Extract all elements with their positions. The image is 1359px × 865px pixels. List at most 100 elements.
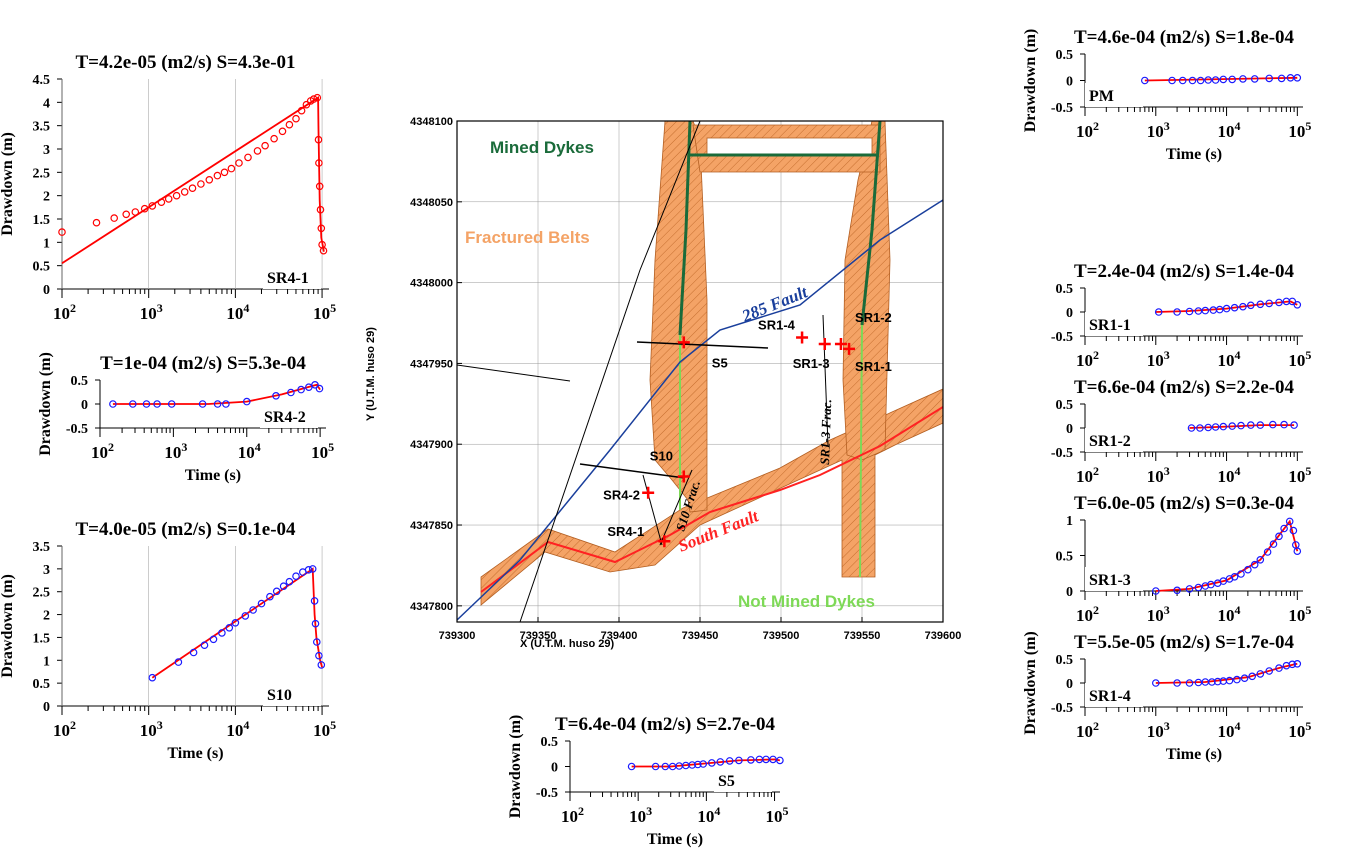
chart-xtick-label: 104 (697, 804, 720, 826)
chart-title: T=1e-04 (m2/s) S=5.3e-04 (100, 353, 306, 374)
chart-model-line (1144, 76, 1298, 82)
chart-ytick-label: -0.5 (1051, 701, 1073, 716)
chart-ytick-label: 1 (43, 654, 50, 669)
chart-xtick-label: 104 (226, 718, 249, 740)
chart-data-point (1248, 672, 1257, 681)
chart-ytick-label: 0 (1066, 306, 1073, 321)
chart-xtick-label: 103 (1147, 603, 1170, 625)
sr4-line (642, 474, 663, 546)
chart-ytick-label: 0.5 (1056, 398, 1074, 413)
chart-ytick-label: 0.5 (1056, 653, 1074, 668)
chart-data-point (142, 400, 151, 408)
chart-data-point (1256, 555, 1265, 564)
chart-data-point (1275, 664, 1283, 672)
well-marker-sr1-3 (818, 338, 831, 351)
fractured-belts-label: Fractured Belts (465, 228, 590, 247)
chart-data-point (707, 759, 716, 767)
chart-data-point (244, 153, 252, 162)
chart-data-point (1188, 76, 1197, 85)
chart-data-point (311, 380, 319, 389)
chart-well-label: SR4-2 (264, 409, 306, 426)
chart-data-point (167, 400, 176, 408)
chart-ytick-label: 0 (81, 398, 88, 413)
sr13-frac-line (822, 314, 829, 446)
chart-data-point (311, 619, 320, 628)
map-xtick-label: 739550 (844, 630, 881, 642)
chart-data-point (272, 391, 280, 400)
chart-xtick-label: 102 (91, 440, 114, 462)
chart-well-label: SR1-2 (1089, 433, 1131, 450)
chart-data-point (227, 164, 236, 173)
well-label-sr1-4: SR1-4 (758, 318, 796, 333)
chart-data-point (1204, 76, 1213, 84)
chart-ytick-label: 3 (43, 563, 50, 578)
chart-xtick-label: 103 (1147, 119, 1170, 141)
chart-well-label-box (1085, 312, 1143, 336)
chart-xtick-label: 105 (1288, 464, 1311, 486)
chart-well-label: SR1-4 (1089, 688, 1131, 705)
chart-ytick-label: -0.5 (536, 786, 558, 801)
chart-data-point (304, 565, 313, 574)
well-marker-sr1-2 (834, 338, 847, 351)
chart-data-point (235, 159, 243, 167)
chart-xtick-label: 104 (1218, 719, 1241, 741)
well-label-sr4-1: SR4-1 (607, 524, 644, 539)
chart-s10: T=4.0e-05 (m2/s) S=0.1e-04 0 0.5 1 1.5 2 2.5 3 3… (0, 519, 336, 762)
well-marker-sr1-1 (843, 342, 856, 355)
chart-data-point (1141, 76, 1149, 85)
chart-data-point (317, 224, 326, 233)
chart-data-point (266, 592, 274, 601)
chart-ytick-label: 0 (43, 283, 50, 298)
chart-data-point (776, 756, 784, 765)
mined-dyke-east (860, 121, 882, 326)
s10-frac-line (659, 469, 693, 546)
chart-ytick-label: 1 (43, 236, 50, 251)
chart-data-point (310, 597, 319, 605)
chart-x-axis-label: Time (s) (647, 831, 703, 848)
chart-data-point (716, 758, 725, 766)
chart-data-point (725, 757, 734, 765)
chart-data-point (1293, 659, 1302, 668)
chart-well-label-box (263, 682, 321, 706)
map-ytick-label: 4348000 (410, 278, 453, 290)
chart-xtick-label: 102 (1076, 348, 1099, 370)
chart-data-point (315, 651, 323, 660)
drawdown-charts: T=4.2e-05 (m2/s) S=4.3e-01 0 0.5 1 1.5 2 2.5 3 3… (0, 27, 1311, 848)
chart-data-point (1173, 586, 1181, 595)
chart-data-point (285, 120, 294, 129)
chart-ytick-label: 3.5 (33, 540, 51, 555)
chart-y-axis-label: Drawdown (m) (0, 132, 16, 236)
chart-title: T=6.4e-04 (m2/s) S=2.7e-04 (555, 714, 776, 735)
chart-data-point (278, 127, 287, 136)
chart-ytick-label: 1.5 (33, 631, 51, 646)
chart-ytick-label: 0 (1066, 75, 1073, 90)
chart-data-point (1196, 76, 1205, 85)
chart-well-label-box (1085, 567, 1143, 591)
chart-data-point (1293, 547, 1302, 556)
chart-data-point (1237, 421, 1245, 430)
chart-ytick-label: 0 (43, 700, 50, 715)
chart-data-point (1269, 420, 1277, 429)
chart-data-point (1290, 421, 1298, 429)
chart-ytick-label: -0.5 (1051, 446, 1073, 461)
chart-data-point (1240, 674, 1249, 683)
chart-well-label: PM (1089, 88, 1114, 105)
map-y-axis-label: Y (U.T.M. huso 29) (365, 327, 377, 421)
chart-data-point (1247, 301, 1255, 310)
chart-data-point (699, 760, 708, 768)
chart-data-point (1215, 305, 1224, 314)
chart-data-point (292, 572, 300, 581)
chart-data-point (1225, 676, 1234, 685)
chart-xtick-label: 102 (53, 301, 76, 323)
chart-data-point (148, 673, 157, 682)
map-ytick-label: 4347800 (410, 601, 453, 613)
chart-data-point (747, 756, 755, 764)
chart-data-point (1211, 423, 1220, 431)
chart-data-point (1285, 517, 1294, 526)
well-marker-s5 (677, 336, 690, 349)
